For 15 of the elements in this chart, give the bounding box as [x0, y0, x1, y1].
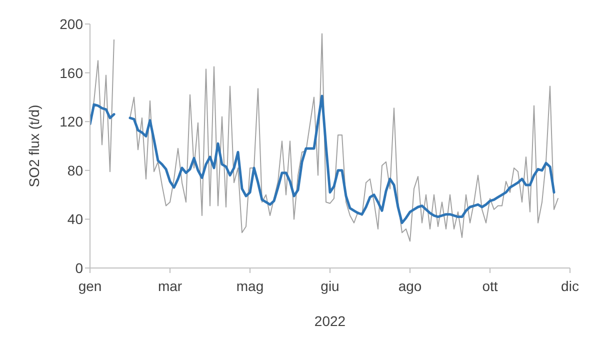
x-tick-label: gen [78, 278, 102, 294]
y-tick-label: 200 [60, 16, 84, 32]
y-tick-label: 0 [75, 260, 84, 276]
y-tick-label: 160 [60, 64, 84, 81]
y-tick-label: 120 [60, 114, 84, 130]
x-tick-label: mar [158, 278, 182, 294]
x-tick-label: mag [236, 278, 264, 294]
y-tick-label: 80 [67, 162, 84, 178]
x-axis-title: 2022 [314, 313, 346, 329]
y-tick-label: 40 [67, 211, 84, 228]
x-tick-label: ott [482, 278, 498, 294]
y-axis-title: SO2 flux (t/d) [26, 104, 42, 188]
x-tick-label: dic [561, 278, 579, 294]
x-tick-label: giu [320, 278, 340, 294]
x-tick-label: ago [398, 278, 422, 294]
